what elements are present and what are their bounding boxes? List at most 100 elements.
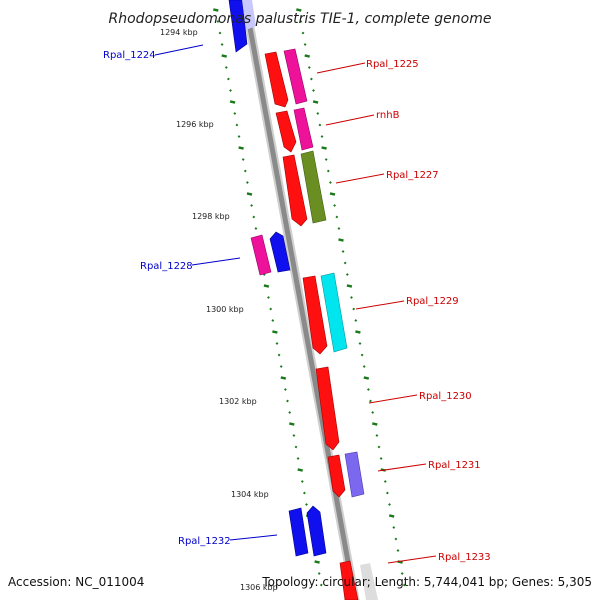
gene-rnhb[interactable] [293,107,314,151]
left-scale-tick [296,457,300,460]
gene-label-rpal-1224[interactable]: Rpal_1224 [103,50,156,61]
gene-rpal-1231-red [327,454,346,498]
right-scale-tick [324,158,328,161]
right-scale-tick [335,215,339,219]
right-scale-tick [354,319,358,322]
kbp-labels: 1294 kbp 1296 kbp 1298 kbp 1300 kbp 1302… [160,28,278,592]
right-scale-tick [367,388,370,391]
right-scale-tick [383,480,387,483]
right-scale-tick [375,434,379,437]
left-scale-tick [288,411,292,414]
right-scale-tick [312,89,315,92]
left-scale-tick [275,342,279,345]
right-scale-tick [307,66,311,69]
right-scale-tick [358,342,362,345]
gene-rpal-1231[interactable] [344,451,365,498]
right-scale-tick [304,54,310,58]
right-scale-tick [360,353,364,357]
connector-rpal-1229 [355,300,405,310]
connector-rpal-1224 [154,44,204,56]
left-scale-tick [243,169,247,173]
kbp-label-1306: 1306 kbp [240,583,278,592]
topology-text: Topology: circular; Length: 5,744,041 bp… [261,575,592,589]
left-scale-tick [267,296,270,299]
left-scale-tick [286,399,289,403]
right-scale-tick [299,20,303,23]
connector-rpal-1232 [229,534,278,541]
gene-rpal-1230[interactable] [315,366,340,451]
connector-rpal-1225 [316,62,366,74]
right-scale-tick [303,43,307,46]
left-scale-tick [277,353,281,357]
label-connectors [154,44,437,564]
right-scale-tick [377,445,381,449]
gene-rpal-1225-red [264,51,289,108]
gene-label-rnhb[interactable]: rnhB [376,110,400,121]
right-scale-tick [392,526,396,529]
gene-rpal-1229[interactable] [320,272,348,353]
right-scale-tick [316,112,320,115]
kbp-label-1300: 1300 kbp [206,305,244,314]
right-scale-tick [371,411,375,414]
left-scale-tick [229,100,236,104]
left-scale-tick [252,215,256,219]
right-scale-tick [345,273,349,276]
left-scale-tick [271,319,275,322]
gene-rpal-1227[interactable] [300,150,327,224]
right-scale-tick [369,399,372,403]
accession-text: Accession: NC_011004 [8,575,144,589]
gene-label-rpal-1233[interactable]: Rpal_1233 [438,552,491,563]
right-scale-tick [333,204,336,207]
gene-rpal-1232[interactable] [306,505,327,557]
left-scale-tick [218,31,222,35]
right-scale-tick [386,491,389,495]
kbp-label-1294: 1294 kbp [160,28,198,37]
left-scale-tick [289,422,295,426]
backbone [240,0,360,600]
right-scale-tick [350,296,353,299]
gene-rpal-1225[interactable] [283,48,308,105]
left-scale-tick [254,227,258,230]
left-scale-tick [221,54,227,58]
gene-label-rpal-1232[interactable]: Rpal_1232 [178,536,231,547]
gene-rpal-1229-red [302,275,328,355]
gene-rpal-1227-red [282,154,308,227]
left-scale-tick [279,365,283,368]
left-scale-tick [216,20,220,23]
gene-label-rpal-1227[interactable]: Rpal_1227 [386,170,439,181]
left-scale-tick [297,468,303,472]
left-scale-tick [269,307,273,311]
left-scale-tick [229,89,232,92]
gene-rnhb-red [275,110,297,153]
gene-label-rpal-1231[interactable]: Rpal_1231 [428,460,481,471]
left-scale-tick [237,135,241,138]
left-scale-tick [303,491,306,495]
gene-rpal-1224[interactable] [228,0,248,53]
left-scale-tick [294,445,298,449]
left-scale-tick [280,376,287,380]
gene-rpal-1233[interactable] [339,560,359,600]
left-scale-tick [238,146,244,150]
right-scale-tick [400,572,404,575]
left-scale-tick [235,123,239,127]
gene-rpal-1232-left [288,507,309,557]
right-scale-tick [388,503,391,506]
gene-rpal-1224-shadow [242,0,256,30]
left-scale-tick [224,66,228,69]
gene-label-rpal-1225[interactable]: Rpal_1225 [366,59,419,70]
right-scale-tick [346,284,353,288]
right-scale-tick [321,146,327,150]
right-scale-tick [337,227,341,230]
connector-rnhb [325,114,375,126]
gene-label-rpal-1228[interactable]: Rpal_1228 [140,261,193,272]
left-scale-tick [284,388,287,391]
gene-rpal-1233-shadow [360,563,378,600]
gene-label-rpal-1230[interactable]: Rpal_1230 [419,391,472,402]
right-scale-tick [296,8,302,12]
right-scale-tick [379,457,383,460]
gene-rpal-1228[interactable] [269,231,291,273]
left-scale-tick [272,330,278,334]
gene-label-rpal-1229[interactable]: Rpal_1229 [406,296,459,307]
left-scale-tick [250,204,253,207]
